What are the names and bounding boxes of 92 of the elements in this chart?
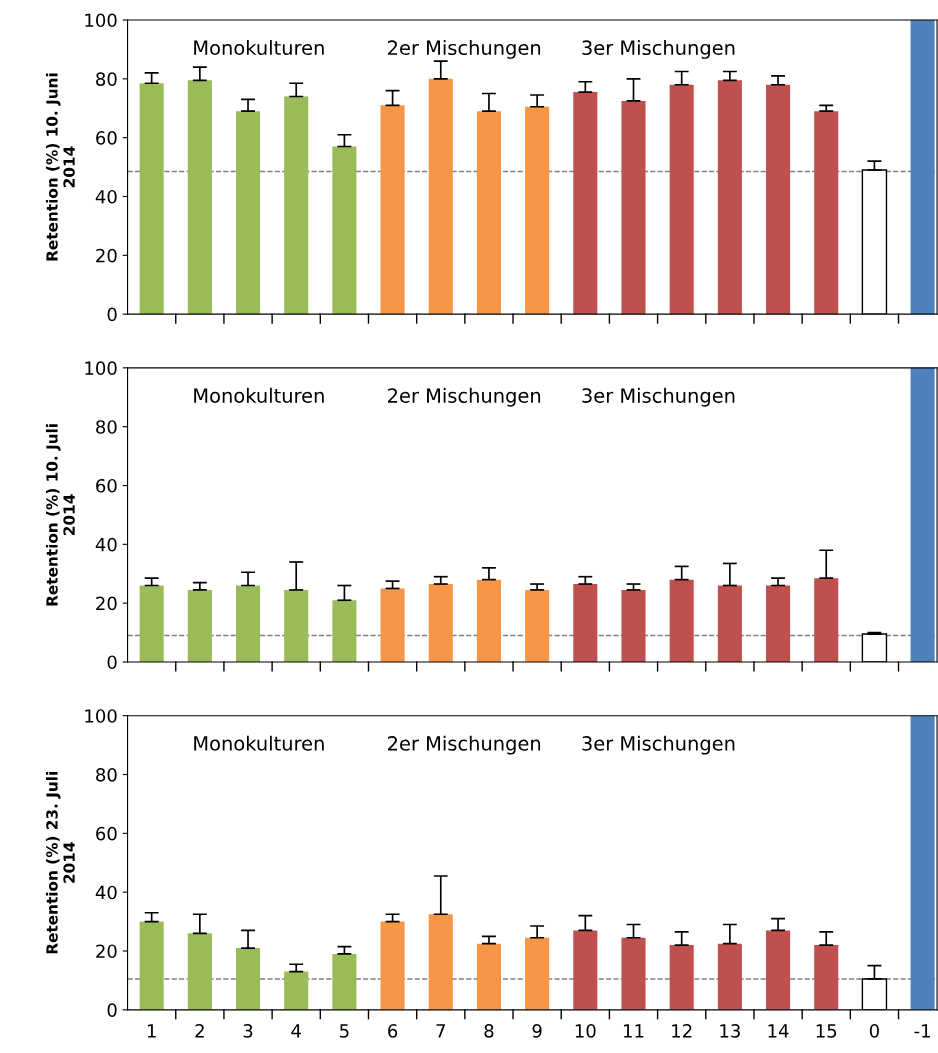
y-tick-label: 0 xyxy=(107,655,117,670)
x-tick-label: 12 xyxy=(672,1024,692,1038)
y-tick-label: 60 xyxy=(96,131,117,145)
y-tick-label: 40 xyxy=(95,885,117,900)
y-tick-label: 40 xyxy=(95,189,117,204)
y-tick-label: 100 xyxy=(85,361,117,375)
bar xyxy=(284,589,309,662)
x-tick-label: -1 xyxy=(914,1024,930,1038)
annotation: 3er Mischungen xyxy=(582,735,735,755)
bar xyxy=(766,930,791,1010)
y-tick-label: 80 xyxy=(96,420,117,434)
bar xyxy=(717,80,742,315)
bar xyxy=(525,589,550,662)
bar xyxy=(621,100,646,315)
bar xyxy=(380,105,405,315)
x-tick-label: 8 xyxy=(484,1024,494,1038)
bar xyxy=(139,585,164,662)
annotation: 3er Mischungen xyxy=(582,387,735,407)
bar xyxy=(621,937,646,1010)
bar xyxy=(284,96,309,315)
bar xyxy=(235,948,261,1010)
y-tick-label: 100 xyxy=(85,709,117,723)
annotation: 2er Mischungen xyxy=(388,387,541,407)
y-tick-label: 60 xyxy=(96,826,117,841)
y-tick-label: 80 xyxy=(96,72,117,86)
x-tick-label: 11 xyxy=(624,1024,644,1038)
bar xyxy=(332,600,357,662)
x-tick-label: 9 xyxy=(532,1024,542,1038)
bar xyxy=(766,84,791,315)
bar xyxy=(669,945,694,1010)
bar xyxy=(573,930,598,1010)
x-tick-label: 7 xyxy=(436,1024,445,1038)
bar xyxy=(669,84,694,315)
bar xyxy=(669,579,694,662)
y-tick-label: 20 xyxy=(96,248,117,263)
x-tick-label: 1 xyxy=(147,1024,156,1038)
bar xyxy=(235,111,261,315)
bar xyxy=(187,80,212,315)
bar xyxy=(139,921,164,1010)
x-tick-label: 13 xyxy=(720,1024,740,1038)
bar xyxy=(814,578,839,662)
y-axis-title: Retention (%) 23. Juli 2014 xyxy=(45,772,75,954)
y-axis-title: Retention (%) 10. Juni 2014 xyxy=(45,73,75,261)
bar xyxy=(187,589,212,662)
x-tick-label: 2 xyxy=(195,1024,204,1038)
x-tick-label: 0 xyxy=(869,1024,879,1038)
bar xyxy=(380,588,405,662)
y-tick-label: 20 xyxy=(96,596,117,611)
bar xyxy=(525,106,550,315)
y-tick-label: 100 xyxy=(85,13,117,28)
x-tick-label: 3 xyxy=(243,1024,253,1038)
bar xyxy=(621,589,646,662)
annotation: 2er Mischungen xyxy=(388,40,541,59)
bar xyxy=(187,933,212,1010)
annotation: Monokulturen xyxy=(194,387,324,403)
annotation: 3er Mischungen xyxy=(582,40,735,59)
bar xyxy=(814,945,839,1010)
bar xyxy=(717,585,742,662)
y-tick-label: 0 xyxy=(107,307,117,322)
y-tick-label: 80 xyxy=(96,767,117,782)
x-tick-label: 14 xyxy=(768,1024,789,1038)
x-tick-label: 4 xyxy=(291,1024,301,1038)
y-tick-label: 0 xyxy=(107,1003,117,1017)
bar xyxy=(476,111,501,315)
bar xyxy=(428,584,453,662)
bar xyxy=(525,937,550,1010)
annotation: Monokulturen xyxy=(194,735,324,751)
bar xyxy=(284,971,309,1010)
bar xyxy=(428,78,453,315)
x-tick-label: 5 xyxy=(340,1024,349,1038)
bar xyxy=(235,585,261,662)
bar xyxy=(332,953,357,1010)
x-tick-label: 6 xyxy=(388,1024,398,1038)
bar xyxy=(717,943,742,1010)
bar xyxy=(476,943,501,1010)
bar xyxy=(476,579,501,662)
annotation: 2er Mischungen xyxy=(388,735,541,755)
bar xyxy=(573,584,598,662)
x-tick-label: 15 xyxy=(816,1024,837,1038)
annotation: Monokulturen xyxy=(194,40,324,56)
bar xyxy=(573,92,598,315)
y-tick-label: 20 xyxy=(96,944,117,959)
bar xyxy=(766,585,791,662)
bar xyxy=(814,111,839,315)
bar xyxy=(332,146,357,315)
bar xyxy=(139,83,164,315)
y-tick-label: 40 xyxy=(95,537,117,552)
y-tick-label: 60 xyxy=(96,478,117,493)
x-tick-label: 10 xyxy=(575,1024,596,1038)
bar xyxy=(380,921,405,1010)
bar xyxy=(428,914,453,1010)
y-axis-title: Retention (%) 10. Juli 2014 xyxy=(45,424,75,606)
